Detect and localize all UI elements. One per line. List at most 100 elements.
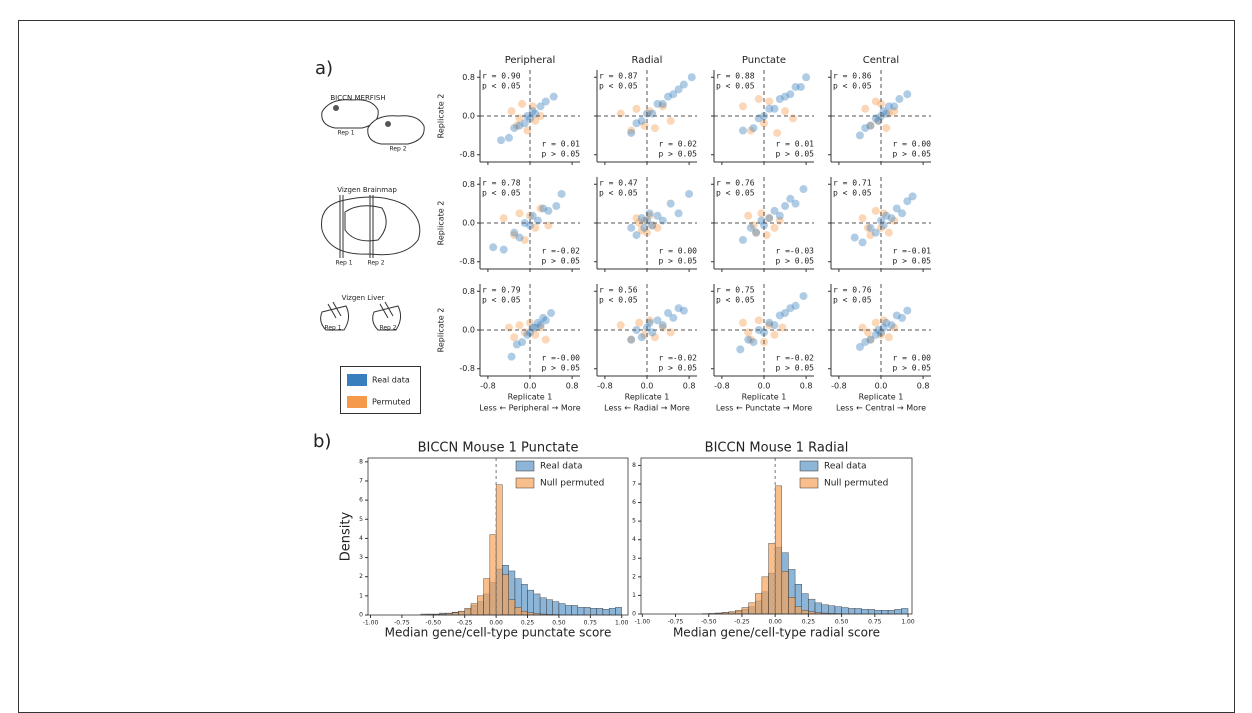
- hist-bar: [854, 608, 862, 615]
- stat-real: p < 0.05: [482, 189, 521, 198]
- point: [738, 235, 747, 244]
- chart-title: BICCN Mouse 1 Radial: [705, 441, 849, 456]
- point: [770, 330, 779, 339]
- x-label: Median gene/cell-type radial score: [673, 626, 880, 640]
- point: [738, 102, 747, 111]
- stat-permuted: r = 0.00: [892, 140, 931, 149]
- point: [658, 99, 667, 108]
- x-tick-label: 1.00: [615, 620, 629, 627]
- hist-bar: [464, 608, 472, 616]
- point: [637, 333, 646, 342]
- point: [515, 233, 524, 242]
- point: [775, 211, 784, 220]
- point: [528, 107, 537, 116]
- stat-permuted: r =-0.00: [541, 354, 580, 363]
- legend-label: Real data: [824, 462, 867, 472]
- legend-swatch: [347, 396, 367, 408]
- point: [632, 231, 641, 240]
- y-tick-label: 0.8: [462, 180, 475, 189]
- point: [510, 228, 519, 237]
- legend-swatch: [799, 477, 819, 489]
- point: [744, 211, 753, 220]
- hist-bar: [608, 608, 616, 616]
- stat-real: p < 0.05: [833, 189, 872, 198]
- point: [746, 335, 755, 344]
- x-label: Less ← Radial → More: [604, 404, 690, 413]
- point: [791, 82, 800, 91]
- point: [523, 126, 532, 135]
- x-tick-label: 0.00: [768, 619, 782, 626]
- y-tick-label: 2: [359, 573, 363, 580]
- hist-bar: [508, 599, 516, 616]
- point: [539, 313, 548, 322]
- point: [744, 335, 753, 344]
- point: [674, 209, 683, 218]
- point: [882, 318, 891, 327]
- point: [528, 102, 537, 111]
- x-tick-label: 0.8: [917, 382, 930, 391]
- point: [627, 128, 636, 137]
- point: [882, 124, 891, 133]
- point: [666, 199, 675, 208]
- point: [541, 97, 550, 106]
- point: [879, 107, 888, 116]
- x-tick-label: 0.75: [868, 619, 882, 626]
- stat-permuted: r =-0.01: [892, 247, 931, 256]
- x-tick-label: -0.75: [394, 620, 410, 627]
- point: [791, 199, 800, 208]
- point: [523, 112, 532, 120]
- y-tick-label: -0.8: [459, 257, 475, 266]
- hist-bar: [521, 610, 528, 616]
- point: [531, 330, 540, 339]
- panel-label: b): [313, 431, 331, 452]
- stat-permuted: p > 0.05: [775, 364, 814, 373]
- x-tick-label: -0.75: [668, 619, 684, 626]
- point: [541, 335, 550, 344]
- stat-real: p < 0.05: [482, 82, 521, 91]
- point: [499, 214, 508, 223]
- rep-label: Rep 1: [337, 130, 354, 137]
- hist-bar: [801, 610, 809, 615]
- point: [645, 316, 654, 325]
- point: [866, 121, 875, 130]
- point: [765, 104, 774, 113]
- point: [507, 352, 516, 361]
- point: [520, 235, 529, 244]
- point: [765, 321, 774, 330]
- point: [515, 321, 524, 330]
- stat-real: r = 0.47: [599, 179, 638, 188]
- x-tick-label: -1.00: [635, 619, 651, 626]
- axes-frame: [367, 457, 629, 616]
- point: [627, 126, 636, 135]
- hist-bar: [788, 597, 796, 615]
- point: [752, 228, 761, 237]
- y-tick-label: 3: [632, 555, 636, 562]
- point: [786, 304, 795, 313]
- point: [781, 202, 790, 211]
- stat-permuted: r =-0.03: [775, 247, 814, 256]
- hist-bar: [539, 597, 547, 616]
- hist-bar: [741, 607, 749, 615]
- point: [882, 211, 891, 220]
- hist-bar: [521, 584, 528, 616]
- point: [549, 92, 558, 101]
- panel-title: Central: [863, 55, 899, 66]
- stat-permuted: r = 0.00: [892, 354, 931, 363]
- point: [799, 185, 808, 194]
- rep-label: Rep 1: [335, 260, 352, 267]
- x-tick-label: -0.8: [597, 382, 613, 391]
- point: [757, 209, 766, 218]
- x-label: Less ← Punctate → More: [716, 404, 812, 413]
- hist-bar: [881, 610, 889, 615]
- point: [552, 202, 561, 211]
- x-label: Replicate 1: [508, 393, 553, 402]
- point: [762, 231, 771, 240]
- point: [643, 228, 651, 237]
- hist-bar: [458, 610, 465, 616]
- hist-bar: [546, 599, 553, 616]
- point: [765, 97, 774, 106]
- point: [858, 238, 867, 247]
- stat-real: r = 0.79: [482, 286, 521, 295]
- x-tick-label: 0.0: [875, 382, 888, 391]
- x-tick-label: 0.8: [800, 382, 813, 391]
